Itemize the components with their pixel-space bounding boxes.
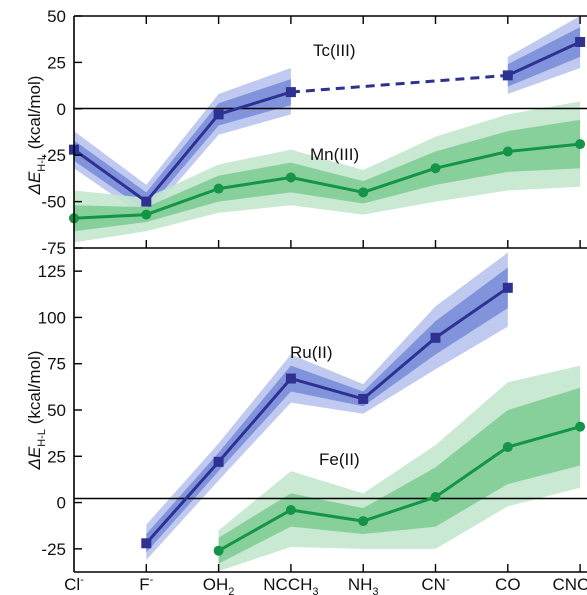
y-tick-label: -25	[41, 540, 66, 559]
tc-iii-dashed-segment	[290, 73, 508, 94]
fe-ii-line-segment	[507, 425, 581, 449]
series-label-mn: Mn(III)	[310, 145, 359, 164]
ru-ii-point	[502, 282, 513, 293]
mn-iii-line-segment	[73, 213, 147, 220]
bottom-lines	[141, 282, 586, 556]
fe-ii-point	[430, 492, 441, 503]
y-tick-label: 75	[47, 355, 66, 374]
mn-iii-band-outer-values	[74, 101, 581, 243]
ru-ii-line-segment	[290, 377, 364, 401]
x-category-label: F-	[139, 574, 153, 594]
fe-ii-line-segment	[290, 508, 364, 523]
mn-iii-point	[285, 172, 296, 183]
fe-ii-line-segment	[434, 445, 509, 499]
y-tick-label: -25	[41, 146, 66, 165]
y-tick-label: 0	[57, 100, 66, 119]
x-category-label: CO	[495, 575, 521, 594]
x-category-label: NH3	[348, 575, 379, 595]
top-yticks: -75 -50 -25 0 25 50	[41, 7, 82, 258]
ru-ii-line-segment	[217, 377, 293, 463]
tc-iii-line-segment	[507, 40, 581, 77]
fe-ii-point	[575, 421, 586, 432]
ru-ii-point	[285, 373, 296, 384]
y-tick-label: -75	[41, 239, 66, 258]
x-axis: Cl- F- OH2 NCCH3 NH3 CN- CO CNCH3	[64, 16, 587, 595]
mn-iii-line-segment	[290, 176, 364, 194]
fe-ii-point	[285, 504, 296, 515]
tc-iii-line-segment	[145, 113, 220, 203]
ru-ii-line-segment	[145, 460, 220, 545]
fe-ii-band-inner-values	[218, 387, 581, 564]
mn-iii-point	[430, 163, 441, 174]
tc-iii-point	[575, 36, 586, 47]
fe-ii-point	[502, 442, 513, 453]
ru-ii-line-segment	[434, 286, 509, 340]
y-tick-label: 50	[47, 7, 66, 26]
tc-iii-line-segment	[73, 148, 148, 203]
bottom-bands	[146, 252, 581, 572]
x-category-label: OH2	[203, 575, 235, 595]
tc-iii-point	[502, 70, 513, 81]
bottom-ylabel: ΔEH-L (kcal/mol)	[25, 351, 48, 471]
y-tick-label: 100	[38, 308, 66, 327]
tc-iii-point	[141, 196, 152, 207]
mn-iii-point	[575, 139, 586, 150]
mn-iii-line-segment	[218, 175, 292, 191]
ru-ii-point	[358, 393, 369, 404]
fe-ii-line-segment	[362, 495, 436, 523]
fe-ii-line-segment	[217, 508, 292, 553]
top-ylabel: ΔEH-L (kcal/mol)	[25, 76, 48, 196]
mn-iii-line-segment	[362, 166, 436, 194]
y-tick-label: 50	[47, 401, 66, 420]
ru-ii-band-inner-values	[146, 267, 508, 553]
y-tick-label: 25	[47, 53, 66, 72]
top-bands	[74, 16, 581, 243]
ru-ii-band-outer-values	[146, 252, 508, 560]
bottom-panel: -25 0 25 50 75 100 125 ΔEH-L (kcal/mol) Ru(II)…	[25, 252, 587, 572]
tc-iii-point	[213, 109, 224, 120]
tc-iii-band-inner-values	[74, 79, 291, 211]
top-lines	[69, 36, 586, 224]
y-tick-label: 125	[38, 262, 66, 281]
mn-iii-line-segment	[507, 142, 581, 153]
fe-ii-point	[358, 516, 369, 527]
tc-iii-point	[285, 87, 296, 98]
x-category-label: Cl-	[64, 574, 84, 594]
x-category-label: CN-	[421, 574, 450, 594]
y-tick-label: 0	[57, 494, 66, 513]
x-category-label: CNCH3	[552, 575, 587, 595]
mn-iii-line-segment	[145, 187, 220, 217]
mn-iii-point	[502, 146, 513, 157]
series-label-tc: Tc(III)	[313, 41, 356, 60]
mn-iii-line-segment	[435, 150, 509, 170]
tc-iii-line-segment	[218, 90, 292, 116]
tc-iii-band-inner-values	[507, 27, 581, 87]
mn-iii-point	[141, 209, 152, 220]
series-label-fe: Fe(II)	[319, 450, 360, 469]
y-tick-label: 25	[47, 447, 66, 466]
ru-ii-point	[141, 538, 152, 549]
ru-ii-point	[430, 332, 441, 343]
fe-ii-point	[213, 545, 224, 556]
bottom-yticks: -25 0 25 50 75 100 125	[38, 262, 82, 559]
mn-iii-point	[213, 183, 224, 194]
series-label-ru: Ru(II)	[290, 343, 333, 362]
ru-ii-line-segment	[362, 336, 437, 401]
x-category-label: NCCH3	[263, 575, 318, 595]
mn-iii-point	[358, 187, 369, 198]
ru-ii-point	[213, 456, 224, 467]
y-tick-label: -50	[41, 193, 66, 212]
mn-iii-band-inner-values	[74, 119, 581, 232]
